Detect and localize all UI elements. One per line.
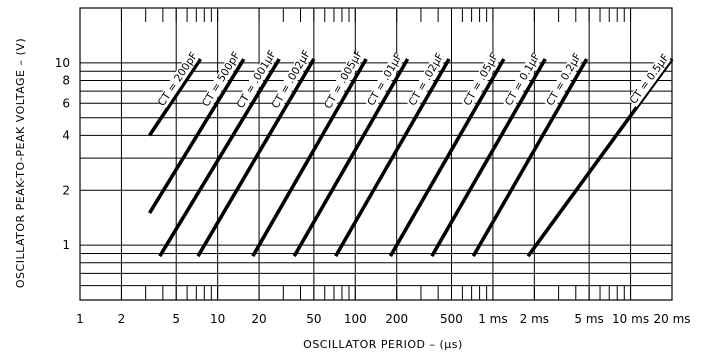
series-line xyxy=(158,58,281,258)
series-line xyxy=(251,58,368,258)
series-label-bg xyxy=(364,52,405,109)
minor-grid xyxy=(79,8,673,300)
y-tick-label: 6 xyxy=(62,96,70,110)
x-tick-label: 10 ms xyxy=(612,312,649,326)
series-label-bg xyxy=(235,52,277,109)
series-line xyxy=(334,58,451,258)
x-tick-label: 5 ms xyxy=(574,312,603,326)
series-line xyxy=(526,57,674,258)
series-line xyxy=(147,58,246,214)
series-label: CT = 0.5μF xyxy=(627,52,671,106)
x-tick-label: 10 xyxy=(210,312,225,326)
x-tick-label: 20 ms xyxy=(653,312,690,326)
series-label-bg xyxy=(502,52,542,109)
series-line xyxy=(292,58,410,258)
series-line xyxy=(388,58,506,258)
series-label-bg xyxy=(461,52,501,109)
series-line xyxy=(430,58,547,258)
x-tick-label: 500 xyxy=(440,312,463,326)
x-tick-label: 50 xyxy=(306,312,321,326)
x-axis-title: OSCILLATOR PERIOD – (μs) xyxy=(303,338,463,351)
y-tick-label: 1 xyxy=(62,238,70,252)
series-layer xyxy=(147,57,674,258)
x-tick-label: 2 ms xyxy=(520,312,549,326)
series-line xyxy=(196,58,316,258)
series-line xyxy=(471,58,589,258)
x-tick-label: 1 xyxy=(76,312,84,326)
tick-label-layer: 1 2 5 10 20 50 100 200 500 1 ms 2 ms 5 ms 10 ms 20 ms… xyxy=(55,56,691,326)
y-tick-label: 8 xyxy=(62,74,70,88)
x-tick-label: 1 ms xyxy=(478,312,507,326)
plot-frame xyxy=(79,7,673,301)
series-label-bg xyxy=(406,52,446,109)
series-label-bg xyxy=(323,52,363,109)
x-tick-label: 100 xyxy=(344,312,367,326)
x-tick-label: 20 xyxy=(251,312,266,326)
y-tick-label: 2 xyxy=(62,183,70,197)
x-tick-label: 200 xyxy=(385,312,408,326)
series-label-bg xyxy=(543,52,584,109)
series-label: CT = 200pF xyxy=(156,50,200,108)
y-tick-label: 4 xyxy=(62,128,70,142)
y-axis-title: OSCILLATOR PEAK-TO-PEAK VOLTAGE – (V) xyxy=(14,38,27,288)
y-tick-label: 10 xyxy=(55,56,70,70)
series-label-bg xyxy=(627,53,671,108)
series-line xyxy=(148,58,202,137)
x-tick-label: 5 xyxy=(172,312,180,326)
major-grid xyxy=(79,7,673,301)
x-tick-label: 2 xyxy=(118,312,126,326)
series-label-bg xyxy=(200,52,242,109)
series-label-bg xyxy=(270,52,311,109)
series-label-bg xyxy=(156,52,199,108)
